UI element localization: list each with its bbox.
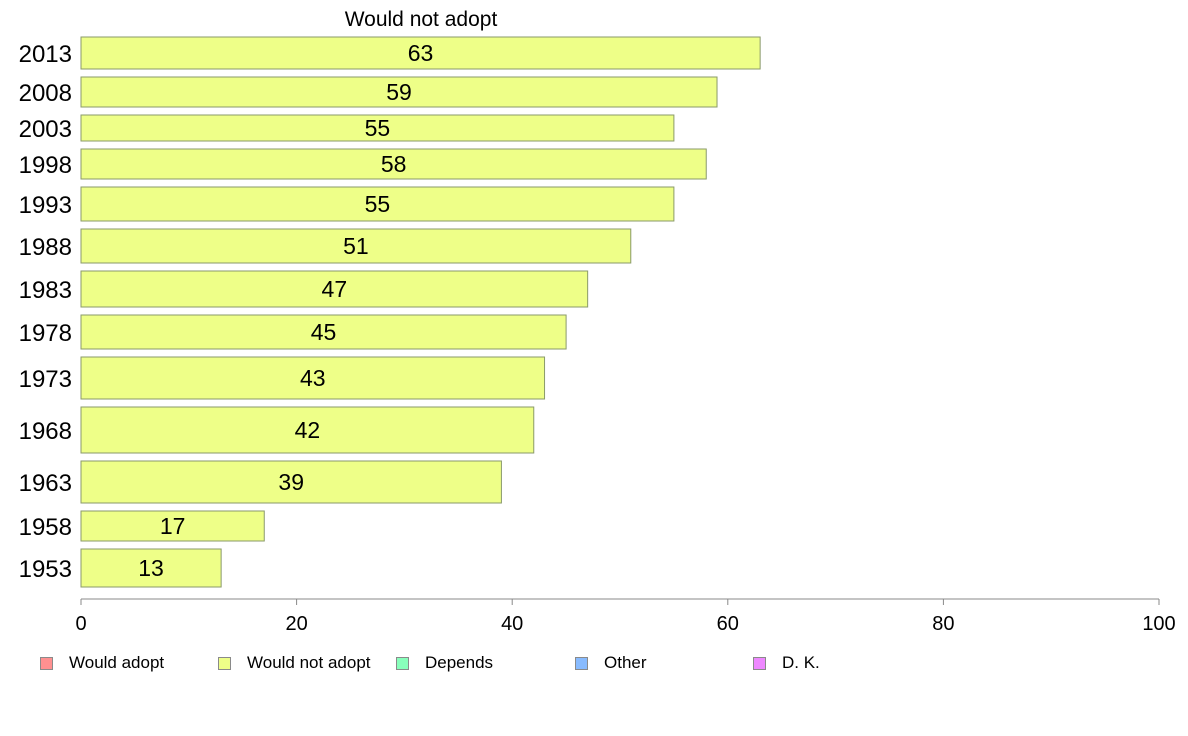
legend-item-would-adopt: Would adopt bbox=[40, 652, 164, 674]
legend-label-would-adopt: Would adopt bbox=[69, 653, 165, 672]
category-label-1993: 1993 bbox=[19, 192, 72, 219]
bar-2008 bbox=[80, 76, 718, 108]
bar-value-label-1958: 17 bbox=[160, 513, 186, 539]
bar-value-label-1998: 58 bbox=[381, 151, 407, 177]
bar-1973 bbox=[80, 356, 546, 400]
legend-swatch-dk bbox=[753, 656, 766, 670]
category-label-1958: 1958 bbox=[19, 514, 72, 541]
bar-value-label-1983: 47 bbox=[322, 276, 348, 302]
x-tick-label-80: 80 bbox=[932, 613, 954, 635]
bar-1998 bbox=[80, 148, 707, 180]
bar-value-label-1993: 55 bbox=[365, 191, 391, 217]
legend-item-dk: D. K. bbox=[753, 652, 820, 674]
category-label-1953: 1953 bbox=[19, 556, 72, 583]
bar-value-label-1968: 42 bbox=[295, 417, 321, 443]
bar-value-label-1973: 43 bbox=[300, 365, 326, 391]
bar-value-label-1988: 51 bbox=[343, 233, 369, 259]
legend-swatch-would-not-adopt bbox=[218, 656, 231, 670]
category-label-1968: 1968 bbox=[19, 418, 72, 445]
bar-1958 bbox=[80, 510, 265, 542]
chart-legend: Would adopt Would not adopt Depends Othe… bbox=[40, 652, 1140, 676]
legend-swatch-would-adopt bbox=[40, 656, 53, 670]
bar-2013 bbox=[80, 36, 761, 70]
x-tick-label-0: 0 bbox=[75, 613, 86, 635]
bar-chart: Would not adopt 632013592008552003581998… bbox=[19, 8, 1176, 635]
bar-1993 bbox=[80, 186, 675, 222]
bar-value-label-1978: 45 bbox=[311, 319, 337, 345]
category-label-1978: 1978 bbox=[19, 320, 72, 347]
category-label-2008: 2008 bbox=[19, 80, 72, 107]
x-tick-label-100: 100 bbox=[1142, 613, 1175, 635]
x-tick-label-20: 20 bbox=[285, 613, 307, 635]
category-label-2003: 2003 bbox=[19, 116, 72, 143]
bar-value-label-1963: 39 bbox=[278, 469, 304, 495]
legend-label-would-not-adopt: Would not adopt bbox=[247, 653, 371, 672]
bar-value-label-2008: 59 bbox=[386, 79, 412, 105]
x-tick-label-40: 40 bbox=[501, 613, 523, 635]
category-label-1973: 1973 bbox=[19, 366, 72, 393]
category-label-1963: 1963 bbox=[19, 470, 72, 497]
legend-swatch-depends bbox=[396, 656, 409, 670]
chart-title: Would not adopt bbox=[345, 8, 498, 31]
bar-1983 bbox=[80, 270, 589, 308]
category-label-1988: 1988 bbox=[19, 234, 72, 261]
legend-label-depends: Depends bbox=[425, 653, 494, 672]
bar-1968 bbox=[80, 406, 535, 454]
legend-swatch-other bbox=[575, 656, 588, 670]
category-label-1998: 1998 bbox=[19, 152, 72, 179]
legend-label-dk: D. K. bbox=[782, 653, 820, 672]
category-label-2013: 2013 bbox=[19, 41, 72, 68]
legend-item-other: Other bbox=[575, 652, 647, 674]
legend-item-would-not-adopt: Would not adopt bbox=[218, 652, 371, 674]
x-tick-label-60: 60 bbox=[717, 613, 739, 635]
bar-1963 bbox=[80, 460, 502, 504]
bar-value-label-2003: 55 bbox=[365, 115, 391, 141]
category-label-1983: 1983 bbox=[19, 277, 72, 304]
legend-item-depends: Depends bbox=[396, 652, 493, 674]
bar-value-label-1953: 13 bbox=[138, 555, 164, 581]
bar-1978 bbox=[80, 314, 567, 350]
legend-label-other: Other bbox=[604, 653, 647, 672]
bar-1988 bbox=[80, 228, 632, 264]
bar-value-label-2013: 63 bbox=[408, 40, 434, 66]
bar-1953 bbox=[80, 548, 222, 588]
bar-2003 bbox=[80, 114, 675, 142]
